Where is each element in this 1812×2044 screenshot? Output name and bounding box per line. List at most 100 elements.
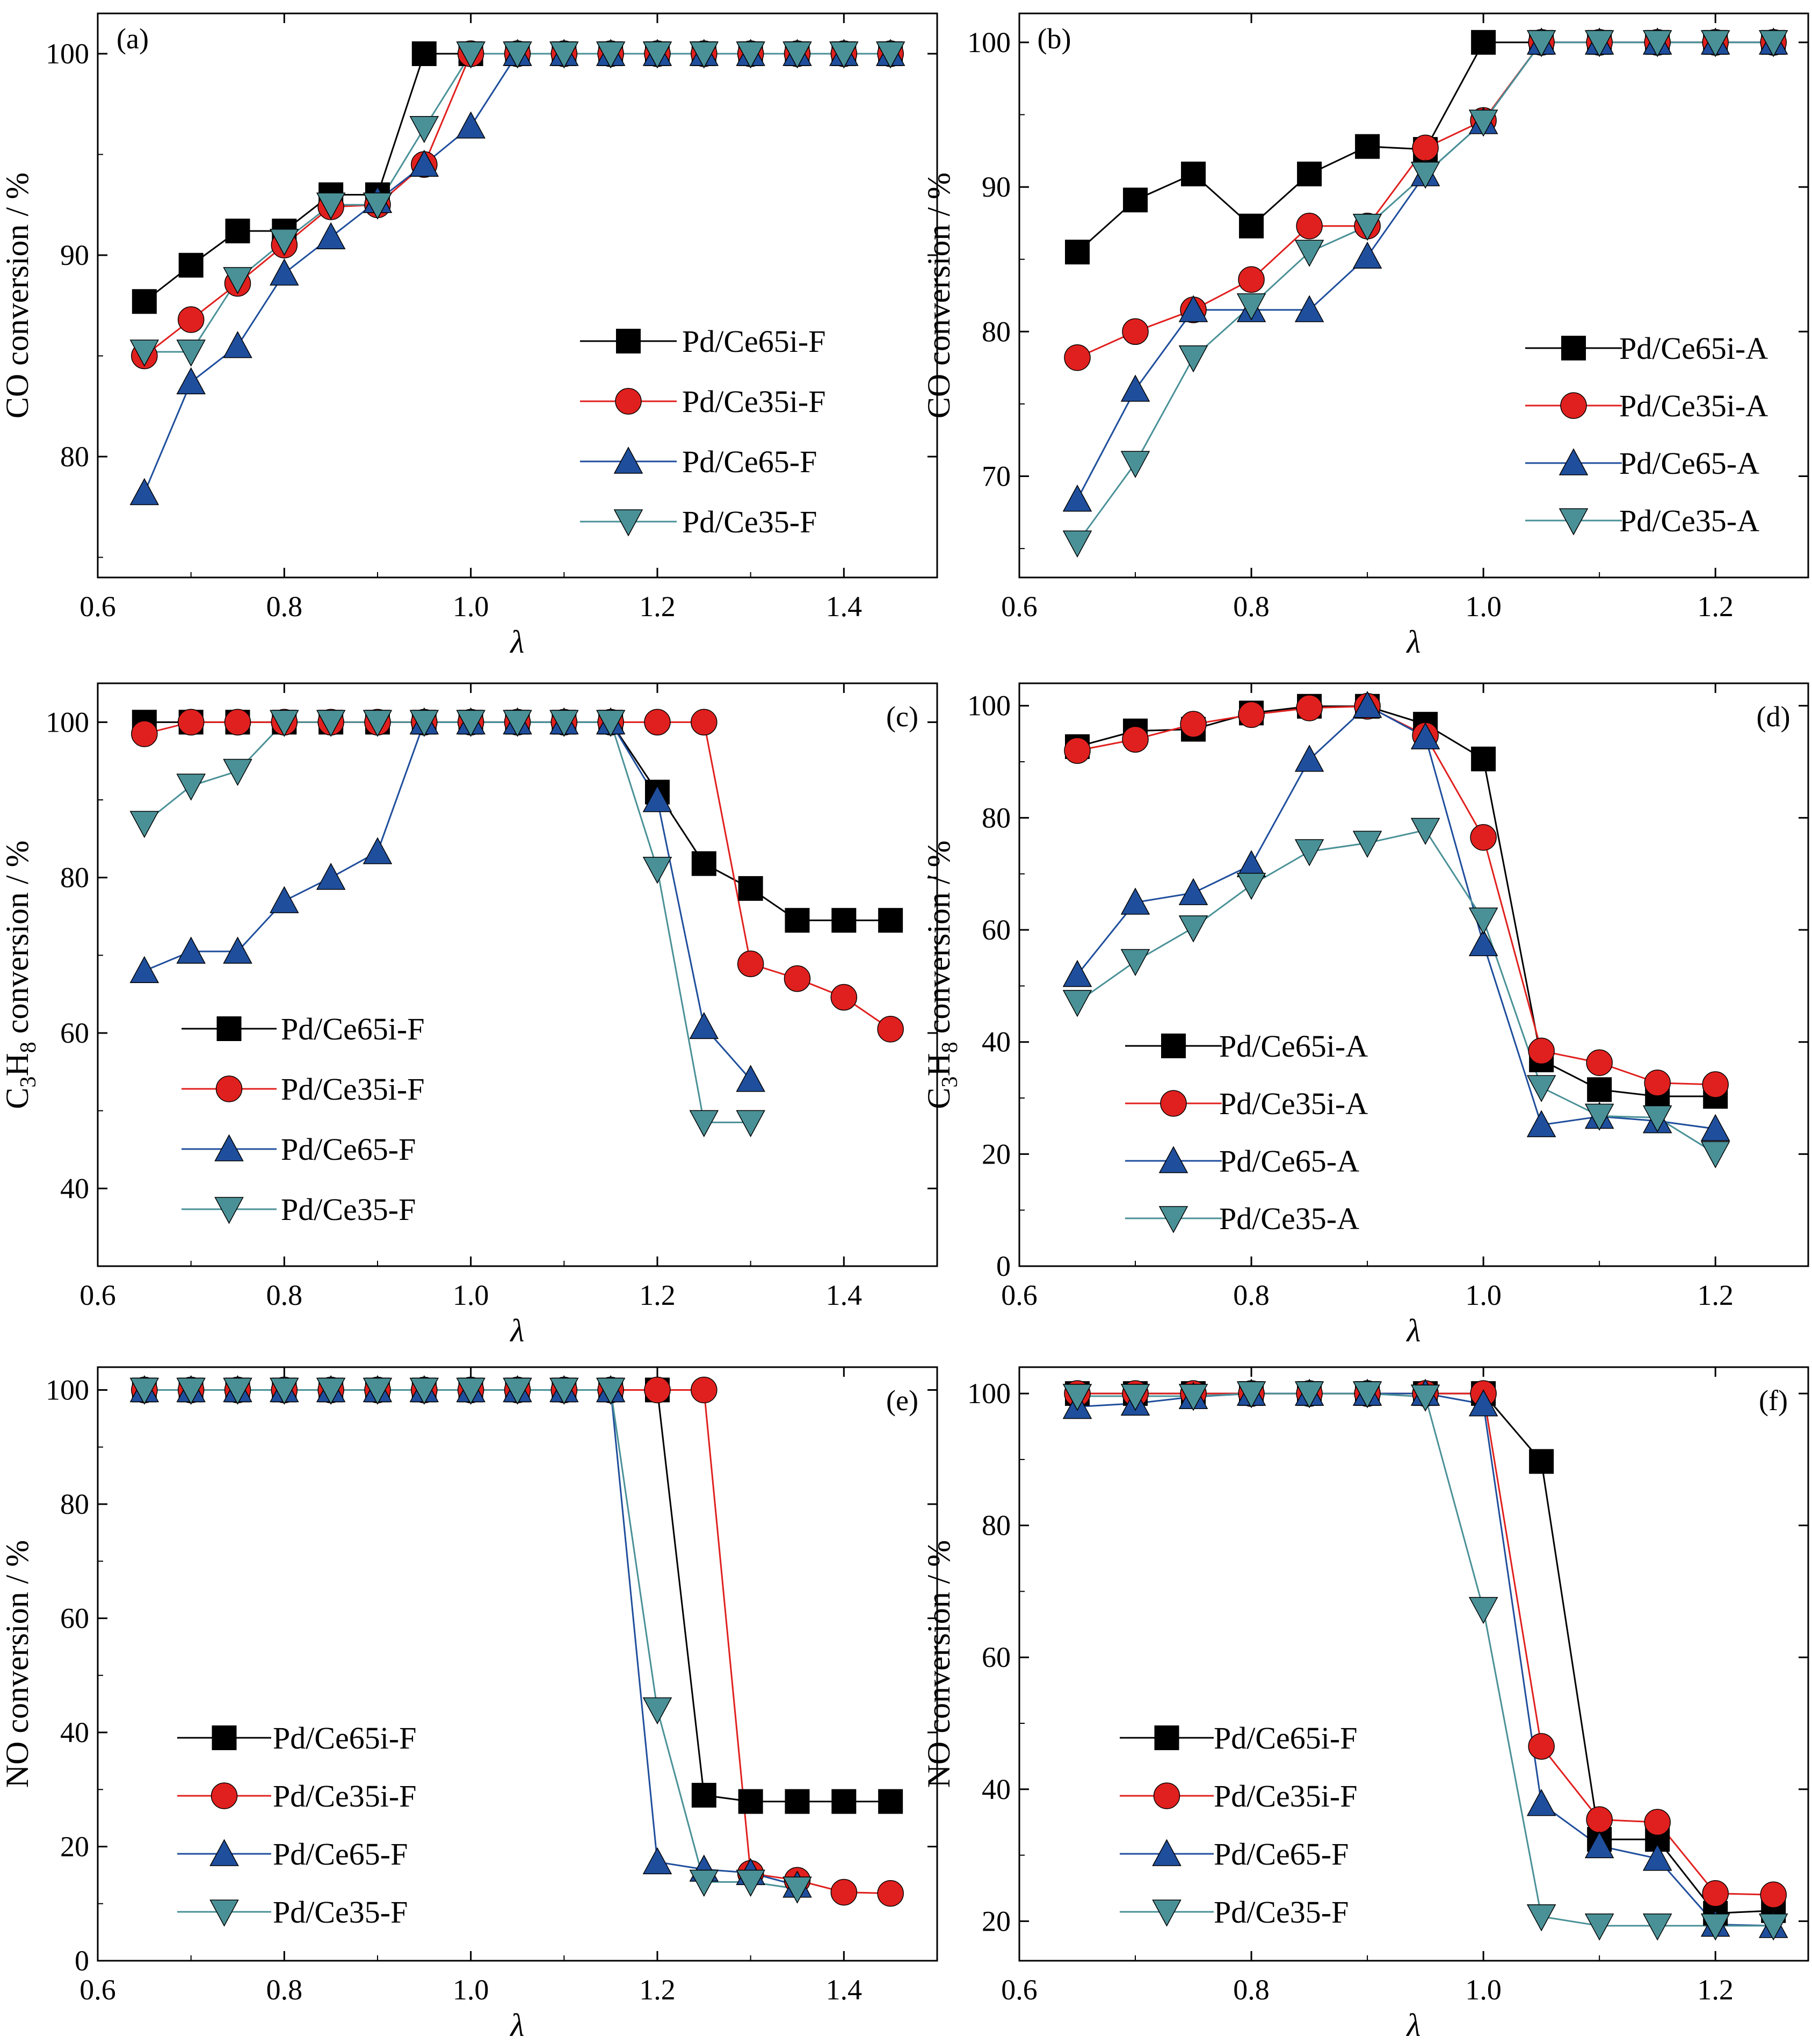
x-tick-label: 0.6 (1001, 590, 1038, 623)
data-point (1584, 1831, 1614, 1859)
legend-entry: Pd/Ce35i-A (1219, 1086, 1368, 1121)
data-point (1644, 1809, 1671, 1836)
legend-entry: Pd/Ce35-F (682, 504, 817, 539)
data-point (1468, 1389, 1498, 1417)
data-point (1062, 990, 1092, 1017)
x-tick-label: 1.0 (1465, 590, 1502, 623)
legend: Pd/Ce65i-F Pd/Ce35i-F Pd/Ce65-F Pd/Ce35-F (182, 1012, 425, 1227)
data-point (642, 785, 672, 812)
data-point (1584, 1103, 1614, 1131)
x-axis-label: λ (510, 1313, 525, 1348)
data-point (831, 908, 857, 933)
data-point (177, 709, 205, 736)
data-point (1352, 241, 1382, 269)
y-tick-label: 40 (982, 1026, 1011, 1058)
data-point (1760, 1881, 1787, 1908)
y-tick-label: 40 (60, 1716, 89, 1749)
legend-marker (1158, 1206, 1188, 1233)
legend-marker (1560, 392, 1587, 419)
x-tick-label: 0.8 (1233, 590, 1270, 623)
data-point (1528, 1733, 1555, 1760)
y-tick-label: 40 (60, 1172, 89, 1204)
data-point (785, 1789, 810, 1814)
y-axis-label: NO conversion / % (921, 1540, 956, 1788)
data-point (1181, 161, 1206, 186)
data-point (1642, 1913, 1672, 1941)
data-point (875, 41, 905, 69)
y-tick-label: 60 (60, 1602, 89, 1635)
legend: Pd/Ce65i-F Pd/Ce35i-F Pd/Ce65-F Pd/Ce35-F (177, 1721, 417, 1930)
legend-marker (215, 1075, 243, 1102)
plot-frame (1018, 1366, 1809, 1962)
x-tick-label: 1.2 (1697, 590, 1734, 623)
x-tick-label: 1.4 (826, 1974, 862, 2006)
data-point (224, 709, 251, 736)
data-point (363, 710, 393, 737)
data-point (877, 1880, 904, 1907)
series-line-pd-ce35i-f (144, 1389, 891, 1895)
data-point (878, 1789, 903, 1814)
x-tick-label: 0.6 (79, 590, 116, 623)
data-point (456, 41, 485, 69)
legend-marker (1152, 1839, 1182, 1866)
x-tick-label: 1.2 (639, 1974, 676, 2006)
legend-marker (216, 1016, 242, 1041)
data-point (1062, 959, 1092, 987)
data-point (1178, 915, 1208, 943)
y-tick-label: 80 (60, 440, 89, 473)
data-point (363, 192, 393, 220)
data-point (225, 219, 250, 243)
data-point (877, 1016, 904, 1043)
legend-entry: Pd/Ce65i-F (281, 1012, 425, 1046)
x-tick-label: 0.6 (79, 1279, 116, 1311)
data-point (1294, 1381, 1324, 1409)
y-tick-label: 60 (982, 914, 1011, 946)
data-point (642, 857, 672, 884)
data-point (1586, 1806, 1613, 1833)
data-point (1644, 1070, 1671, 1096)
data-point (1178, 878, 1208, 905)
x-tick-label: 0.8 (266, 1279, 303, 1311)
y-axis-label: CO conversion / % (921, 172, 956, 418)
data-point (1178, 345, 1208, 373)
series-line-pd-ce65-a (1076, 704, 1716, 1130)
legend-entry: Pd/Ce65-F (682, 444, 817, 479)
series-line-pd-ce35-a (1077, 829, 1716, 1154)
data-point (596, 41, 626, 69)
x-tick-label: 1.0 (1465, 1974, 1502, 2006)
legend-entry: Pd/Ce65i-A (1619, 331, 1768, 366)
data-point (1062, 485, 1092, 512)
data-point (270, 258, 299, 286)
data-point (1468, 907, 1498, 935)
x-tick-label: 1.2 (1697, 1974, 1734, 2006)
data-point (1526, 1110, 1556, 1137)
data-point (830, 1879, 858, 1906)
data-point (1470, 824, 1497, 851)
data-point (785, 908, 810, 933)
data-point (1065, 240, 1090, 265)
legend-marker (1153, 1782, 1180, 1809)
data-point (270, 710, 299, 737)
legend-entry: Pd/Ce65-A (1619, 446, 1759, 481)
chart-panel-b: 0.6 0.8 1.0 1.2 70 80 90 100 λ CO conversion / % (… (921, 12, 1809, 660)
y-tick-label: 80 (982, 801, 1011, 834)
data-point (1123, 187, 1148, 213)
data-point (689, 1869, 719, 1897)
series-line-pd-ce35-f (144, 53, 891, 353)
data-point (737, 950, 764, 977)
series-line-pd-ce35i-f (143, 53, 891, 357)
y-tick-label: 60 (982, 1641, 1011, 1673)
legend-marker (214, 1197, 244, 1224)
data-point (1584, 1913, 1614, 1941)
data-point (363, 837, 393, 864)
legend-marker (613, 446, 643, 474)
legend-marker (1152, 1899, 1182, 1927)
chart-panel-f: 0.6 0.8 1.0 1.2 20 40 60 80 100 λ NO conversion / … (921, 1366, 1809, 2043)
x-tick-label: 0.8 (266, 590, 303, 623)
series-line-pd-ce65-a (1076, 41, 1774, 500)
legend-marker (1559, 448, 1589, 475)
data-point (132, 289, 157, 314)
series-line-pd-ce65-f (143, 53, 891, 494)
plot-frame (97, 682, 938, 1267)
data-point (1062, 1384, 1092, 1411)
